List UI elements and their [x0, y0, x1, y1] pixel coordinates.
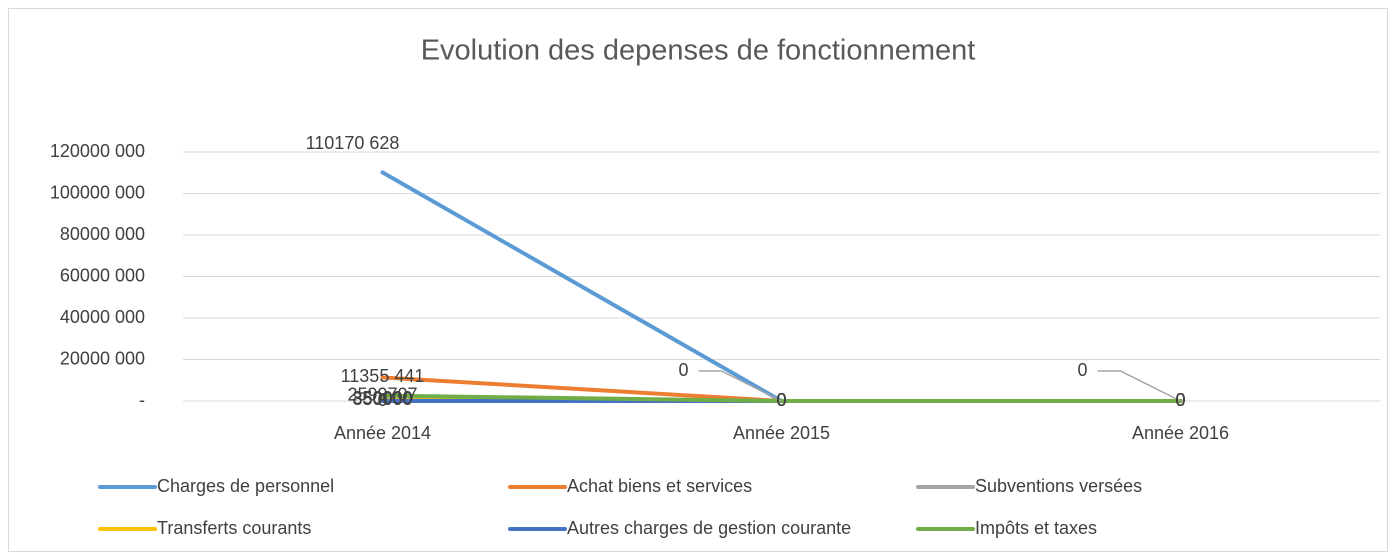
leader-line	[1097, 370, 1181, 402]
x-tick-label: Année 2016	[1132, 423, 1229, 443]
legend-label: Autres charges de gestion courante	[567, 518, 851, 538]
data-label: 0	[377, 390, 387, 410]
data-label: 0	[678, 360, 688, 380]
data-label: 0	[776, 390, 786, 410]
y-tick-label: -	[139, 390, 145, 410]
data-label: 0	[1175, 390, 1185, 410]
legend-label: Achat biens et services	[567, 476, 752, 496]
data-label: 0	[1175, 390, 1185, 410]
legend-label: Transferts courants	[157, 518, 311, 538]
data-label: 11355 441	[341, 366, 425, 386]
data-label: 110170 628	[306, 133, 400, 153]
legend-label: Charges de personnel	[157, 476, 334, 496]
data-label: 0	[1175, 390, 1185, 410]
y-tick-label: 80000 000	[60, 224, 145, 244]
y-tick-label: 100000 000	[50, 182, 145, 202]
data-label: 0	[1077, 360, 1087, 380]
chart-title: Evolution des depenses de fonctionnement	[421, 35, 976, 67]
legend-label: Impôts et taxes	[975, 518, 1097, 538]
chart-border	[8, 8, 1388, 552]
y-tick-label: 120000 000	[50, 141, 145, 161]
x-tick-label: Année 2015	[733, 423, 830, 443]
y-tick-label: 60000 000	[60, 265, 145, 285]
data-label: 0	[1175, 390, 1185, 410]
data-label: 0	[776, 390, 786, 410]
y-tick-label: 40000 000	[60, 307, 145, 327]
data-label: 0	[776, 390, 786, 410]
data-label: 850000	[352, 388, 412, 408]
data-label: 0	[776, 390, 786, 410]
leader-line	[698, 370, 782, 402]
y-tick-label: 20000 000	[60, 348, 145, 368]
x-tick-label: Année 2014	[334, 423, 431, 443]
data-label: 350000	[352, 389, 412, 409]
data-label: 0	[1175, 390, 1185, 410]
data-label: 2599707	[347, 384, 417, 404]
data-label: 0	[776, 390, 786, 410]
legend-label: Subventions versées	[975, 476, 1142, 496]
